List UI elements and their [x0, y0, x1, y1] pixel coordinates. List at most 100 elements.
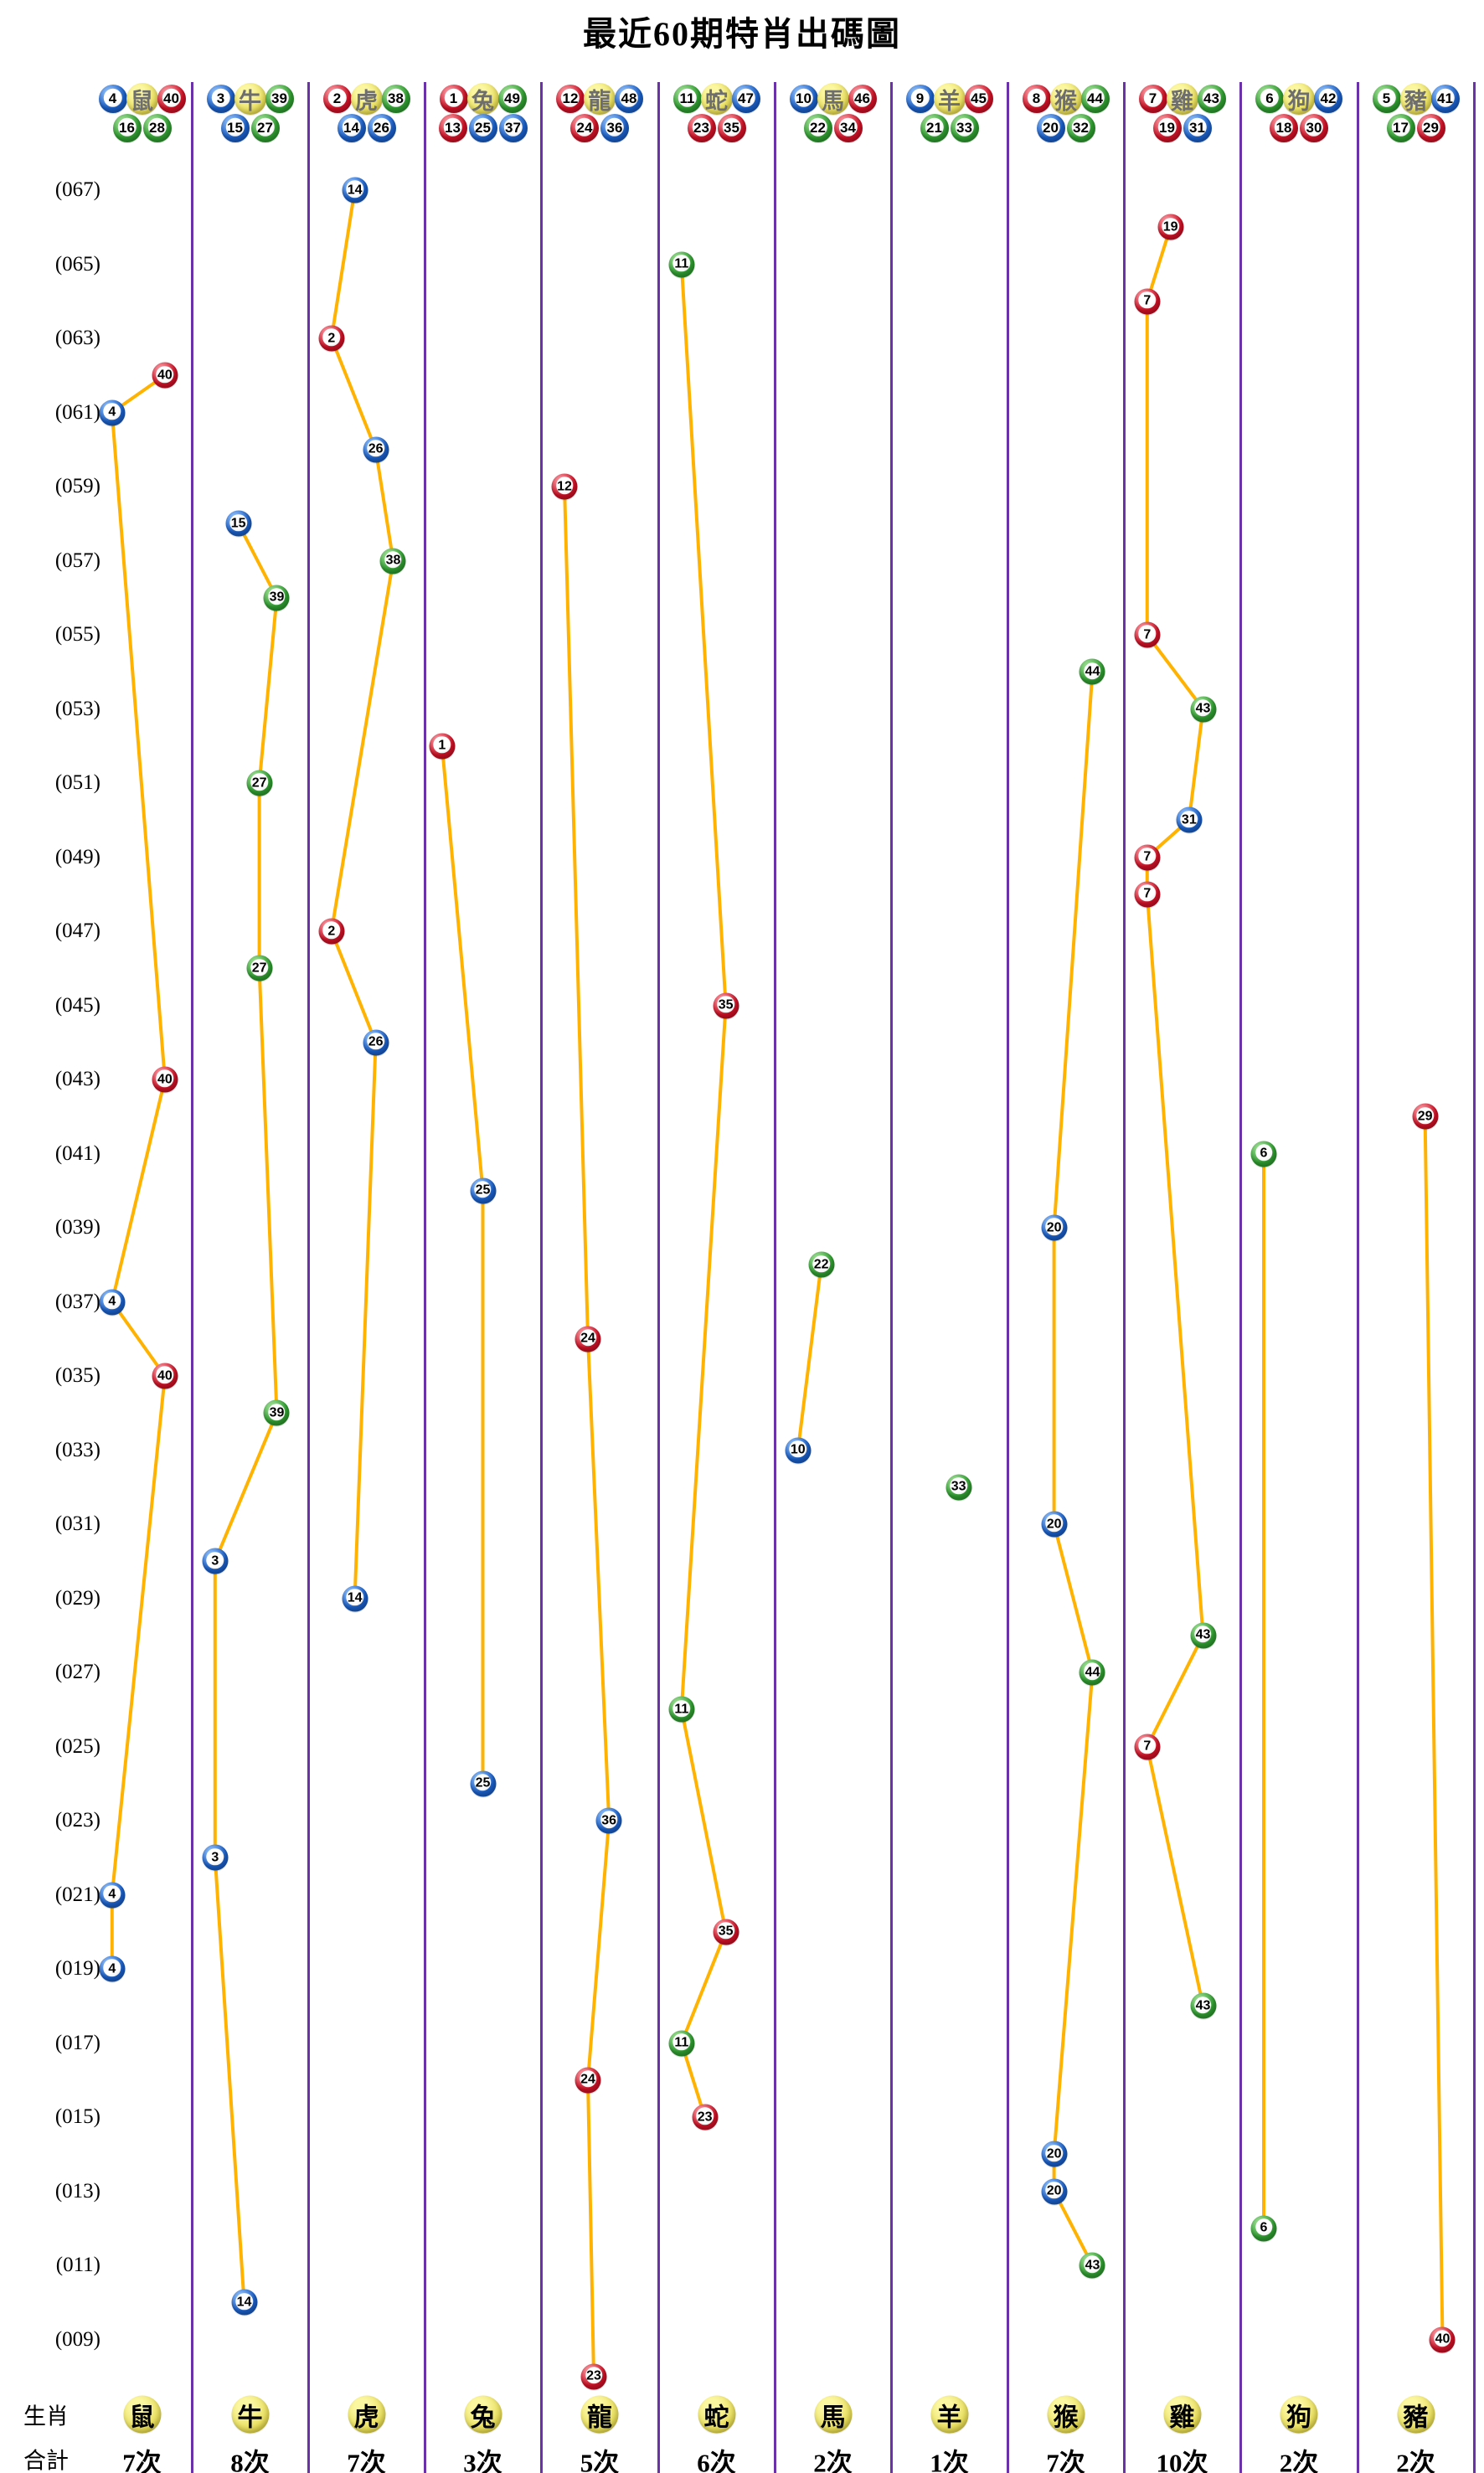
- axis-period-label: (009): [54, 2327, 100, 2351]
- axis-period-label: (043): [54, 1068, 100, 1090]
- header-zodiac-ball-兔: 兔: [466, 83, 499, 115]
- data-ball-虎-26: 26: [363, 1029, 389, 1056]
- axis-period-label: (053): [54, 697, 100, 720]
- header-ball-10: 10: [789, 85, 818, 113]
- data-ball-兔-1: 1: [429, 733, 456, 760]
- data-ball-虎-14: 14: [342, 177, 368, 204]
- axis-period-label: (061): [54, 400, 100, 424]
- data-ball-狗-6: 6: [1250, 1141, 1277, 1167]
- data-ball-蛇-11: 11: [668, 1696, 695, 1723]
- data-ball-蛇-35: 35: [713, 1919, 739, 1945]
- data-ball-牛-14: 14: [231, 2289, 258, 2316]
- trend-line-雞: [1145, 225, 1205, 2008]
- header-ball-46: 46: [848, 85, 877, 113]
- axis-period-label: (021): [54, 1883, 100, 1906]
- data-ball-牛-3: 3: [202, 1844, 229, 1871]
- header-ball-8: 8: [1022, 85, 1051, 113]
- axis-period-label: (041): [54, 1141, 100, 1165]
- header-ball-14: 14: [337, 114, 366, 142]
- header-ball-27: 27: [250, 114, 280, 142]
- footer-zodiac-badge-豬: 豬: [1397, 2395, 1435, 2434]
- header-zodiac-ball-鼠: 鼠: [126, 83, 158, 115]
- data-ball-龍-24: 24: [575, 2067, 601, 2094]
- data-ball-虎-26: 26: [363, 436, 389, 463]
- data-ball-雞-7: 7: [1134, 881, 1161, 908]
- footer-count-雞: 10次: [1156, 2448, 1208, 2473]
- axis-period-label: (033): [54, 1438, 100, 1461]
- axis-period-label: (035): [54, 1364, 100, 1387]
- header-ball-26: 26: [367, 114, 396, 142]
- data-ball-雞-7: 7: [1134, 844, 1161, 870]
- footer-count-猴: 7次: [1046, 2448, 1085, 2473]
- data-ball-兔-25: 25: [470, 1770, 496, 1797]
- footer-total-label: 合計: [23, 2448, 69, 2473]
- data-ball-蛇-35: 35: [713, 992, 739, 1018]
- header-zodiac-ball-虎: 虎: [350, 83, 383, 115]
- header-ball-29: 29: [1416, 114, 1445, 142]
- header-ball-34: 34: [833, 114, 863, 142]
- axis-period-label: (059): [54, 475, 100, 497]
- axis-period-label: (019): [54, 1957, 100, 1980]
- data-ball-牛-15: 15: [225, 510, 252, 537]
- footer-count-狗: 2次: [1279, 2448, 1319, 2473]
- header-ball-40: 40: [157, 85, 186, 113]
- header-ball-9: 9: [905, 85, 935, 113]
- trend-line-猴: [1052, 670, 1095, 2267]
- data-ball-鼠-4: 4: [99, 399, 126, 425]
- data-ball-雞-7: 7: [1134, 288, 1161, 315]
- footer-zodiac-badge-狗: 狗: [1280, 2395, 1318, 2434]
- data-ball-猴-20: 20: [1041, 1214, 1068, 1241]
- trend-line-豬: [1423, 1115, 1445, 2342]
- column-divider: [657, 82, 660, 2473]
- data-ball-鼠-40: 40: [152, 1066, 178, 1093]
- header-ball-15: 15: [220, 114, 250, 142]
- data-ball-鼠-40: 40: [152, 1363, 178, 1389]
- axis-period-label: (013): [54, 2179, 100, 2203]
- data-ball-馬-10: 10: [785, 1437, 812, 1463]
- header-zodiac-ball-豬: 豬: [1399, 83, 1432, 115]
- data-ball-蛇-11: 11: [668, 251, 695, 277]
- data-ball-龍-36: 36: [595, 1807, 622, 1834]
- axis-period-label: (027): [54, 1661, 100, 1683]
- header-ball-11: 11: [672, 85, 702, 113]
- data-ball-虎-14: 14: [342, 1585, 368, 1611]
- footer-zodiac-badge-羊: 羊: [930, 2395, 968, 2434]
- header-ball-13: 13: [438, 114, 467, 142]
- header-ball-45: 45: [964, 85, 993, 113]
- data-ball-牛-27: 27: [246, 770, 273, 796]
- header-ball-5: 5: [1372, 85, 1401, 113]
- page-title: 最近60期特肖出碼圖: [583, 15, 901, 53]
- data-ball-雞-31: 31: [1176, 806, 1203, 833]
- header-ball-28: 28: [142, 114, 172, 142]
- data-ball-虎-2: 2: [318, 918, 345, 945]
- data-ball-虎-2: 2: [318, 325, 345, 352]
- data-ball-鼠-4: 4: [99, 1955, 126, 1982]
- header-zodiac-ball-雞: 雞: [1166, 83, 1198, 115]
- column-divider: [1239, 82, 1242, 2473]
- data-ball-馬-22: 22: [808, 1251, 835, 1278]
- footer-count-馬: 2次: [813, 2448, 853, 2473]
- header-ball-37: 37: [498, 114, 528, 142]
- column-divider: [540, 82, 543, 2473]
- header-ball-4: 4: [98, 85, 127, 113]
- header-ball-38: 38: [381, 85, 410, 113]
- header-zodiac-ball-狗: 狗: [1283, 83, 1315, 115]
- trend-line-馬: [796, 1263, 823, 1452]
- header-zodiac-ball-猴: 猴: [1049, 83, 1082, 115]
- column-divider: [191, 82, 193, 2473]
- header-ball-30: 30: [1300, 114, 1328, 142]
- data-ball-豬-40: 40: [1429, 2326, 1456, 2352]
- data-ball-蛇-23: 23: [692, 2104, 719, 2130]
- column-divider: [424, 82, 426, 2473]
- data-ball-龍-23: 23: [580, 2363, 607, 2390]
- header-ball-22: 22: [803, 114, 832, 142]
- footer-count-蛇: 6次: [697, 2448, 736, 2473]
- footer-zodiac-badge-猴: 猴: [1047, 2395, 1085, 2434]
- data-ball-猴-43: 43: [1079, 2252, 1105, 2279]
- axis-period-label: (055): [54, 623, 100, 646]
- trend-line-蛇: [679, 262, 728, 2119]
- data-ball-兔-25: 25: [470, 1177, 496, 1204]
- axis-period-label: (025): [54, 1734, 100, 1758]
- footer-zodiac-badge-龍: 龍: [580, 2395, 619, 2434]
